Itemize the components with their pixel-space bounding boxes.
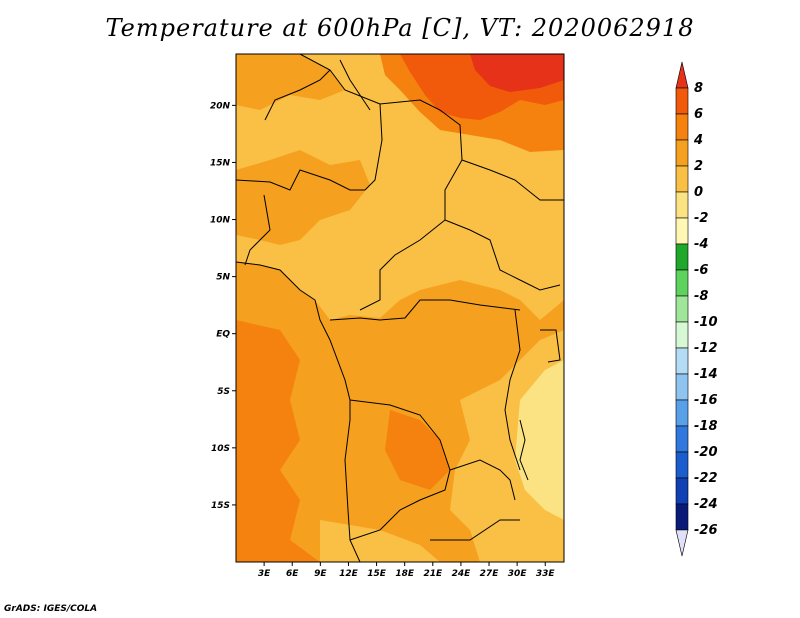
colorbar-label: -14: [694, 367, 718, 382]
colorbar-top-triangle: [675, 61, 689, 89]
colorbar-swatch: [675, 451, 689, 479]
lat-tick-label: 15S: [211, 501, 230, 511]
colorbar-label: 8: [694, 81, 703, 96]
colorbar-label: -20: [694, 445, 718, 460]
lat-tick-label: EQ: [216, 330, 230, 340]
lon-tick-label: 12E: [339, 569, 359, 579]
lon-tick-label: 15E: [367, 569, 387, 579]
grads-credit: GrADS: IGES/COLA: [4, 604, 98, 614]
lat-tick-label: 10N: [210, 216, 231, 226]
latitude-axis: 20N 15N 10N 5N EQ 5S 10S 15S: [210, 101, 236, 511]
map-title: Temperature at 600hPa [C], VT: 202006291…: [105, 14, 695, 42]
field-8plus-northeast: [470, 54, 564, 92]
colorbar-swatch: [675, 139, 689, 167]
colorbar-label: -6: [694, 263, 708, 278]
colorbar-label: -12: [694, 341, 718, 356]
field-0to2-southwest: [320, 520, 440, 562]
field-2to4-west-africa: [236, 150, 370, 245]
lat-tick-label: 15N: [210, 158, 231, 168]
colorbar-label: -22: [694, 471, 718, 486]
colorbar-swatch: [675, 243, 689, 271]
colorbar-label: -18: [694, 419, 718, 434]
lon-tick-label: 3E: [258, 569, 271, 579]
colorbar-label: -10: [694, 315, 718, 330]
field-2to4-sahara: [236, 54, 345, 110]
lat-tick-label: 5S: [217, 387, 230, 397]
colorbar-swatch: [675, 165, 689, 193]
lat-tick-label: 5N: [216, 273, 230, 283]
colorbar-label: -16: [694, 393, 718, 408]
colorbar-swatch: [675, 217, 689, 245]
lon-tick-label: 24E: [452, 569, 472, 579]
colorbar-label: 2: [694, 159, 703, 174]
lon-tick-label: 27E: [480, 569, 500, 579]
lon-tick-label: 9E: [314, 569, 327, 579]
lat-tick-label: 10S: [211, 444, 230, 454]
lon-tick-label: 33E: [536, 569, 556, 579]
lon-tick-label: 30E: [508, 569, 528, 579]
colorbar-swatch: [675, 295, 689, 323]
field-4to6-angola: [385, 410, 450, 490]
colorbar-swatch: [675, 269, 689, 297]
colorbar-swatch: [675, 477, 689, 505]
colorbar-label: -8: [694, 289, 708, 304]
colorbar-bottom-triangle: [675, 529, 689, 557]
longitude-axis: 3E 6E 9E 12E 15E 18E 21E 24E 27E 30E 33E: [258, 562, 556, 579]
map-frame: [235, 53, 565, 563]
colorbar-swatch: [675, 503, 689, 531]
colorbar-swatch: [675, 347, 689, 375]
colorbar-label: -26: [694, 523, 718, 538]
colorbar-swatch: [675, 191, 689, 219]
field-4to6-gulf: [236, 320, 320, 562]
field-neg2to0-east: [515, 360, 564, 520]
colorbar-swatch: [675, 321, 689, 349]
country-borders: [236, 54, 564, 562]
colorbar-label: 0: [694, 185, 703, 200]
colorbar-swatch: [675, 113, 689, 141]
colorbar-label: -2: [694, 211, 708, 226]
colorbar-label: 4: [693, 133, 703, 148]
colorbar-label: -4: [694, 237, 708, 252]
colorbar-swatch: [675, 399, 689, 427]
colorbar-swatch: [675, 425, 689, 453]
lon-tick-label: 18E: [395, 569, 415, 579]
colorbar-swatch: [675, 373, 689, 401]
colorbar-swatch: [675, 87, 689, 115]
colorbar: 8 6 4 2 0 -2 -4 -6 -8 -10 -12 -14 -16 -18 -20 -22 -24 -26: [675, 61, 718, 557]
colorbar-label: -24: [694, 497, 718, 512]
temperature-field: [236, 54, 564, 562]
lat-tick-label: 20N: [210, 101, 231, 111]
lon-tick-label: 6E: [286, 569, 299, 579]
lon-tick-label: 21E: [423, 569, 443, 579]
colorbar-label: 6: [694, 107, 703, 122]
